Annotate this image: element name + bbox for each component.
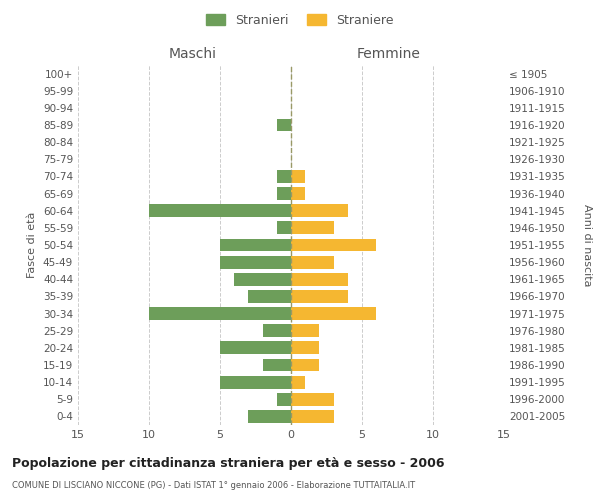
Bar (248, 290, 291, 303)
Legend: Stranieri, Straniere: Stranieri, Straniere (202, 8, 398, 32)
Bar (220, 256, 291, 268)
Bar (277, 187, 291, 200)
Bar (291, 222, 334, 234)
Bar (291, 204, 348, 217)
Bar (291, 187, 305, 200)
Bar (291, 342, 319, 354)
Bar (220, 376, 291, 388)
Bar (220, 342, 291, 354)
Bar (291, 324, 319, 337)
Bar (263, 358, 291, 372)
Bar (291, 256, 334, 268)
Bar (291, 393, 334, 406)
Bar (291, 238, 376, 252)
Bar (277, 393, 291, 406)
Text: Maschi: Maschi (169, 48, 217, 62)
Bar (263, 324, 291, 337)
Bar (277, 170, 291, 183)
Bar (277, 222, 291, 234)
Bar (291, 376, 305, 388)
Bar (291, 307, 376, 320)
Text: Popolazione per cittadinanza straniera per età e sesso - 2006: Popolazione per cittadinanza straniera p… (12, 458, 445, 470)
Bar (291, 410, 334, 423)
Bar (291, 358, 319, 372)
Bar (291, 170, 305, 183)
Bar (220, 238, 291, 252)
Bar (277, 118, 291, 132)
Bar (248, 410, 291, 423)
Text: Femmine: Femmine (357, 48, 421, 62)
Bar (234, 273, 291, 285)
Text: COMUNE DI LISCIANO NICCONE (PG) - Dati ISTAT 1° gennaio 2006 - Elaborazione TUTT: COMUNE DI LISCIANO NICCONE (PG) - Dati I… (12, 481, 415, 490)
Bar (291, 290, 348, 303)
Y-axis label: Fasce di età: Fasce di età (28, 212, 37, 278)
Bar (291, 273, 348, 285)
Bar (149, 307, 291, 320)
Bar (149, 204, 291, 217)
Y-axis label: Anni di nascita: Anni di nascita (582, 204, 592, 286)
